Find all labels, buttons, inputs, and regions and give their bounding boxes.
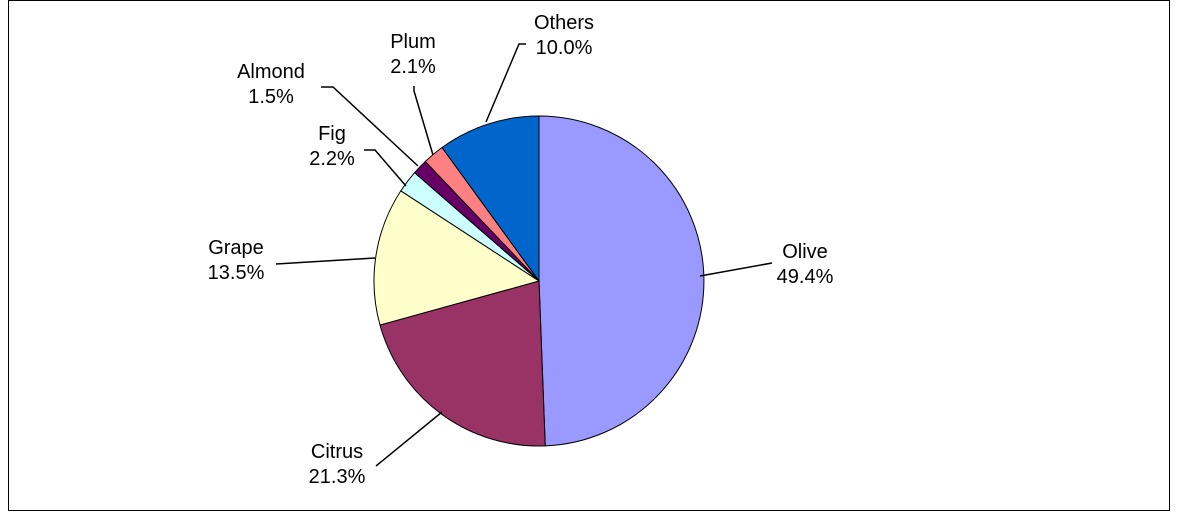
leader-line-grape (275, 257, 376, 265)
slice-name-plum: Plum (390, 31, 436, 53)
slice-name-almond: Almond (237, 61, 305, 83)
pie-labels: Olive 49.4% Citrus 21.3% Grape 13.5% Fig 2.2% Al… (208, 12, 834, 488)
slice-name-olive: Olive (782, 241, 828, 263)
pie-slice-citrus (379, 280, 546, 447)
pie-slices (373, 115, 705, 447)
slice-name-fig: Fig (318, 123, 346, 145)
leader-line-almond (321, 86, 419, 167)
pie-slice-olive (538, 115, 705, 447)
slice-percent-others: 10.0% (536, 37, 593, 59)
pie-slice-grape (373, 190, 541, 326)
leader-line-olive (699, 262, 773, 277)
slice-percent-fig: 2.2% (309, 148, 355, 170)
slice-percent-grape: 13.5% (208, 262, 265, 284)
slice-percent-citrus: 21.3% (309, 466, 366, 488)
leader-line-plum (413, 86, 434, 156)
pie-leader-lines (275, 43, 773, 467)
leader-line-citrus (375, 411, 443, 467)
slice-name-citrus: Citrus (311, 441, 363, 463)
slice-percent-plum: 2.1% (390, 56, 436, 78)
slice-percent-olive: 49.4% (777, 266, 834, 288)
slice-name-grape: Grape (208, 237, 264, 259)
leader-line-others (485, 43, 526, 123)
pie-slice-others (441, 115, 540, 283)
slice-percent-almond: 1.5% (248, 86, 294, 108)
slice-name-others: Others (534, 12, 594, 34)
leader-line-fig (364, 149, 407, 187)
